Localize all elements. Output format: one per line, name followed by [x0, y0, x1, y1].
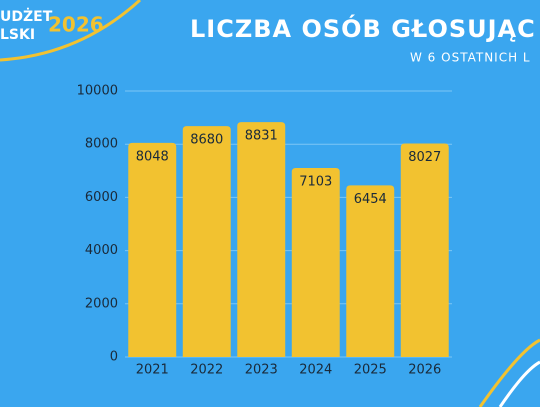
x-tick-label: 2022 [190, 363, 223, 378]
x-tick-label: 2026 [408, 363, 441, 378]
x-tick-label: 2024 [299, 363, 332, 378]
x-tick-label: 2025 [354, 363, 387, 378]
chart-subtitle: W 6 OSTATNICH L [410, 51, 531, 65]
logo-text: UDŻET [0, 8, 53, 25]
decor-arc [478, 338, 540, 407]
data-label: 6454 [354, 192, 387, 207]
y-tick-label: 8000 [85, 137, 118, 152]
y-tick-label: 4000 [85, 243, 118, 258]
bar [237, 122, 286, 357]
x-tick-label: 2021 [136, 363, 169, 378]
x-tick-label: 2023 [245, 363, 278, 378]
y-tick-label: 10000 [77, 84, 118, 99]
bar [182, 126, 231, 357]
bar [400, 143, 449, 357]
data-label: 8680 [190, 133, 223, 148]
y-tick-label: 2000 [85, 296, 118, 311]
data-label: 8831 [245, 129, 278, 144]
decor-arc [498, 360, 540, 407]
logo-text: LSKI [0, 27, 35, 43]
bar [291, 168, 340, 357]
y-tick-label: 6000 [85, 190, 118, 205]
decor-arc [0, 0, 142, 62]
bar [128, 142, 177, 357]
logo-year: 2026 [48, 13, 104, 37]
bar [346, 185, 395, 357]
data-label: 7103 [299, 175, 332, 190]
chart-title: LICZBA OSÓB GŁOSUJĄC [190, 13, 536, 43]
y-tick-label: 0 [110, 350, 118, 365]
data-label: 8048 [136, 149, 169, 164]
data-label: 8027 [408, 150, 441, 165]
